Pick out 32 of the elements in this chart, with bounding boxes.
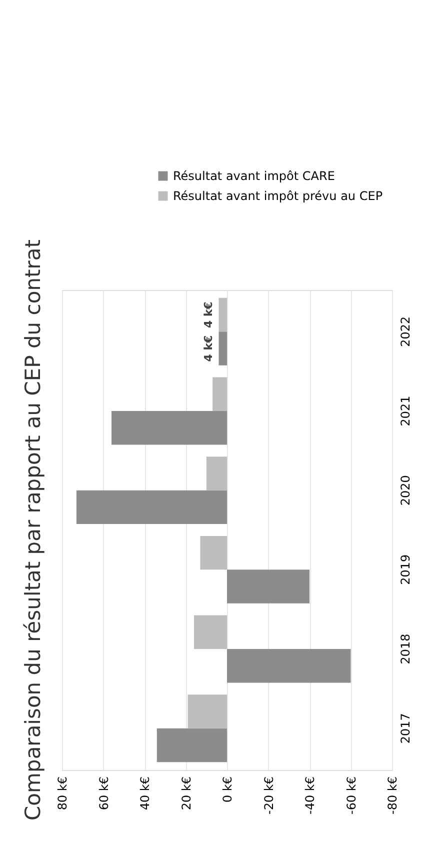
y-tick-label: 2020 (398, 475, 412, 506)
x-tick-label: -20 k€ (262, 776, 276, 814)
x-tick-label: 40 k€ (138, 776, 152, 810)
y-tick-label: 2021 (398, 396, 412, 426)
bar (227, 649, 351, 683)
bar (112, 410, 227, 445)
y-tick-label: 2017 (398, 713, 412, 744)
legend-label: Résultat avant impôt prévu au CEP (173, 189, 383, 203)
x-tick-label: 80 k€ (56, 776, 70, 810)
x-tick-label: -40 k€ (303, 776, 317, 814)
y-tick-label: 2018 (398, 634, 412, 664)
bar (206, 456, 227, 490)
bar (212, 377, 227, 411)
bar (188, 694, 227, 728)
bar (76, 490, 227, 524)
x-tick-label: 0 k€ (220, 776, 234, 803)
x-tick-label: -60 k€ (344, 776, 358, 814)
text: Comparaison du résultat par rapport au CEP du contrat (21, 240, 45, 820)
data-label: 4 k€ (202, 302, 215, 328)
y-tick-label: 2022 (398, 316, 412, 347)
bar (218, 298, 227, 332)
y-tick-label: 2019 (398, 554, 412, 585)
x-tick-label: 60 k€ (96, 776, 111, 810)
x-tick-label: 20 k€ (179, 776, 194, 810)
bar (218, 332, 227, 366)
bar (194, 615, 227, 650)
x-tick-label: -80 k€ (386, 776, 400, 814)
data-label: 4 k€ (202, 335, 215, 362)
bar (227, 570, 310, 604)
bar (156, 728, 227, 762)
bar (200, 536, 227, 570)
legend-label: Résultat avant impôt CARE (173, 169, 335, 183)
